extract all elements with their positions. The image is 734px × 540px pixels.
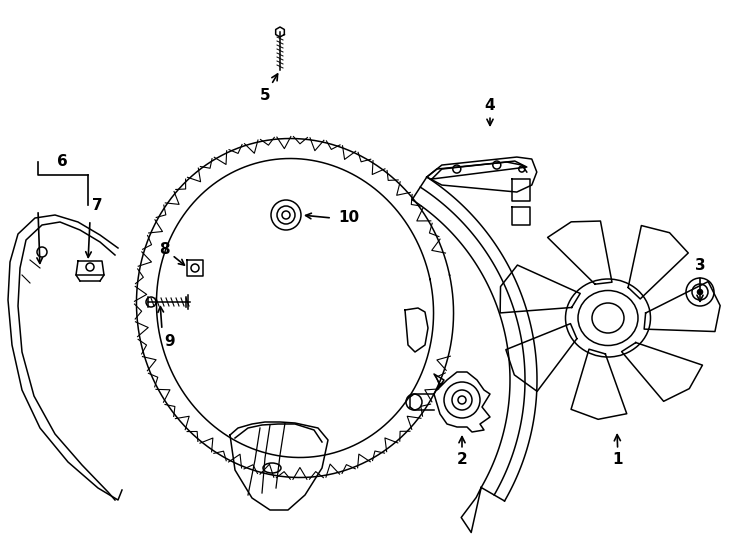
Text: 3: 3 xyxy=(694,258,705,301)
Text: 9: 9 xyxy=(164,334,175,349)
Text: 4: 4 xyxy=(484,98,495,125)
Text: 1: 1 xyxy=(613,435,623,468)
Circle shape xyxy=(697,289,702,294)
Text: 8: 8 xyxy=(159,242,170,258)
Text: 6: 6 xyxy=(57,154,68,170)
Text: 5: 5 xyxy=(260,74,277,103)
Text: 2: 2 xyxy=(457,437,468,468)
Text: 7: 7 xyxy=(92,198,102,213)
Text: 10: 10 xyxy=(338,211,359,226)
